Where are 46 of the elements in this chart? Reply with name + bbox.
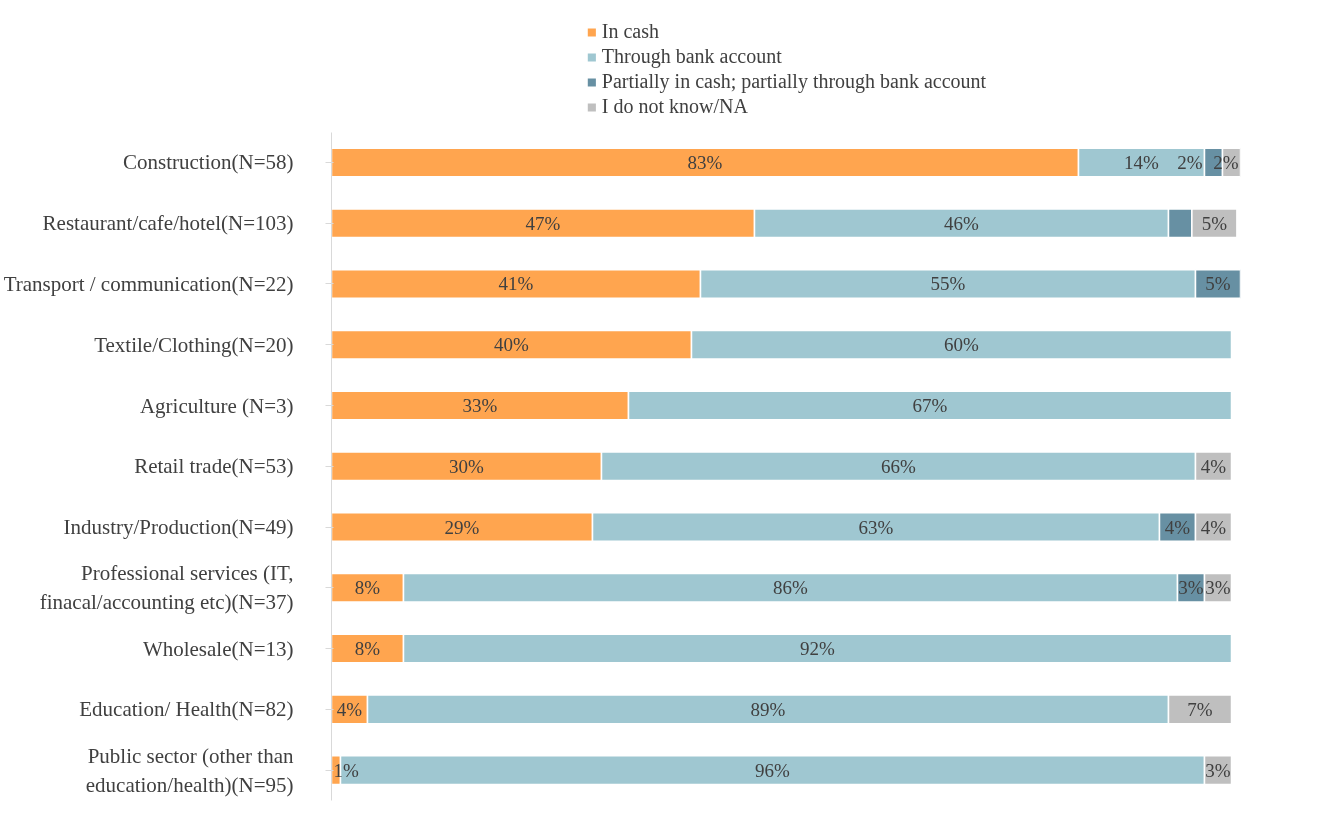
data-label: 83% <box>687 151 723 173</box>
data-label: 4% <box>1200 516 1227 538</box>
legend-label: In cash <box>601 20 660 43</box>
y-tick-label: Wholesale(N=13) <box>142 636 294 661</box>
y-tick-label: Professional services (IT, finacal/accounting etc)(N=37) <box>39 561 294 615</box>
data-label: 5% <box>1201 212 1228 234</box>
data-label: 86% <box>773 577 809 599</box>
legend-label: Partially in cash; partially through bank account <box>601 70 987 93</box>
data-label: 63% <box>858 516 894 538</box>
legend-label: I do not know/NA <box>601 95 748 118</box>
data-label: 96% <box>755 759 791 781</box>
data-label: 29% <box>444 516 480 538</box>
data-label: 40% <box>494 334 530 356</box>
y-tick-label: Retail trade(N=53) <box>134 454 294 479</box>
y-tick-label: Textile/Clothing(N=20) <box>94 332 294 357</box>
y-tick-label: Restaurant/cafe/hotel(N=103) <box>42 211 294 236</box>
data-label: 47% <box>525 212 561 234</box>
y-tick-label: Industry/Production(N=49) <box>63 515 294 540</box>
data-label: 2% <box>1177 151 1203 173</box>
data-label: 41% <box>498 273 534 295</box>
data-label: 7% <box>1187 698 1213 720</box>
data-label: 4% <box>336 698 363 720</box>
data-label: 46% <box>944 212 980 234</box>
data-label: 3% <box>1205 759 1231 781</box>
data-label: 4% <box>1164 516 1191 538</box>
data-label: 8% <box>354 577 381 599</box>
data-label: 33% <box>462 395 498 416</box>
data-label: 30% <box>449 455 485 477</box>
y-tick-label: Public sector (other than education/health)(N=95) <box>85 743 294 797</box>
data-label: 67% <box>912 395 948 416</box>
data-label: 4% <box>1200 455 1227 477</box>
data-label: 55% <box>930 273 966 295</box>
legend-label: Through bank account <box>601 45 782 68</box>
y-tick-label: Construction(N=58) <box>123 150 294 175</box>
data-label: 14% <box>1124 151 1160 173</box>
data-label: 5% <box>1205 273 1231 295</box>
data-label: 92% <box>800 638 836 660</box>
data-label: 3% <box>1178 577 1204 599</box>
data-label: 66% <box>881 455 917 477</box>
data-label: 3% <box>1205 577 1231 599</box>
y-tick-label: Education/ Health(N=82) <box>79 697 294 722</box>
data-label: 60% <box>944 334 980 356</box>
y-tick-label: Transport / communication(N=22) <box>3 271 294 296</box>
data-label: 8% <box>354 638 381 660</box>
data-label: 89% <box>750 698 786 720</box>
y-tick-label: Agriculture (N=3) <box>139 393 294 418</box>
